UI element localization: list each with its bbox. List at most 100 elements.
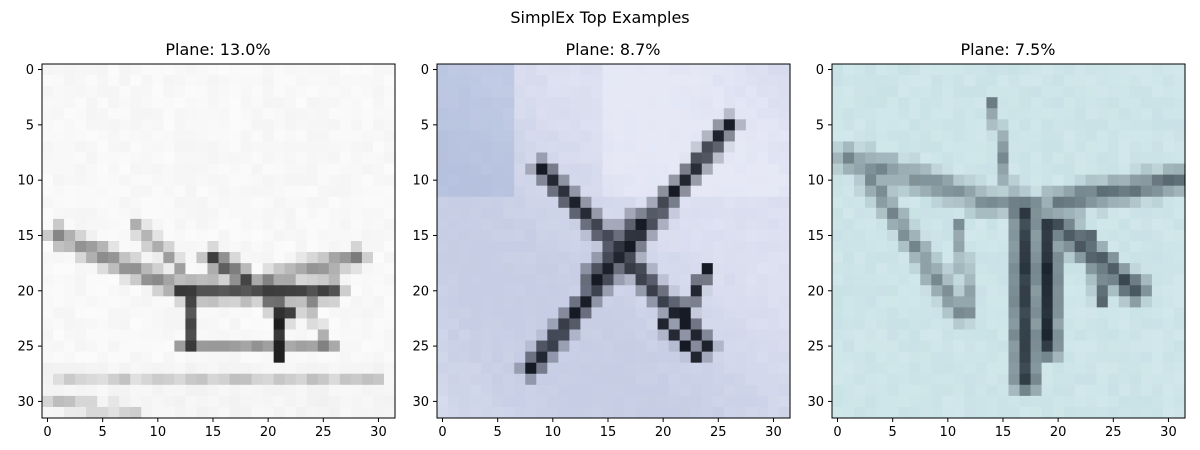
image-pixel <box>986 274 999 286</box>
image-pixel <box>624 252 637 264</box>
image-pixel <box>865 395 877 408</box>
image-pixel <box>1118 329 1131 342</box>
image-pixel <box>284 296 297 308</box>
image-pixel <box>284 373 297 386</box>
image-pixel <box>624 263 637 275</box>
image-pixel <box>997 207 1010 220</box>
image-pixel <box>898 163 910 176</box>
image-pixel <box>580 130 593 143</box>
image-pixel <box>1041 362 1054 375</box>
image-pixel <box>624 207 637 220</box>
image-pixel <box>767 229 780 242</box>
image-pixel <box>240 174 253 187</box>
image-pixel <box>734 218 747 231</box>
image-pixel <box>723 285 736 297</box>
image-pixel <box>865 263 877 275</box>
image-pixel <box>1008 263 1021 275</box>
image-pixel <box>339 141 352 154</box>
image-pixel <box>920 285 932 297</box>
image-pixel <box>558 252 570 264</box>
image-pixel <box>1008 75 1021 87</box>
image-pixel <box>481 318 493 331</box>
image-pixel <box>1107 285 1120 297</box>
image-pixel <box>536 329 548 342</box>
image-pixel <box>745 185 758 198</box>
image-pixel <box>832 373 844 386</box>
image-pixel <box>679 196 692 209</box>
image-pixel <box>690 296 703 308</box>
image-pixel <box>1074 130 1087 143</box>
image-pixel <box>295 229 308 242</box>
image-pixel <box>646 329 659 342</box>
image-pixel <box>295 141 308 154</box>
image-pixel <box>492 274 504 286</box>
image-pixel <box>767 241 780 253</box>
image-pixel <box>229 373 242 386</box>
image-pixel <box>723 340 736 353</box>
image-pixel <box>273 196 286 209</box>
image-pixel <box>437 296 449 308</box>
image-pixel <box>657 406 670 419</box>
image-pixel <box>832 108 844 120</box>
image-pixel <box>163 163 175 176</box>
image-pixel <box>1107 64 1120 76</box>
image-pixel <box>986 241 999 253</box>
image-pixel <box>624 97 637 109</box>
image-pixel <box>1085 395 1098 408</box>
image-pixel <box>602 318 615 331</box>
image-pixel <box>920 406 932 419</box>
image-pixel <box>97 130 109 143</box>
image-pixel <box>931 373 943 386</box>
image-pixel <box>218 218 231 231</box>
image-pixel <box>591 229 604 242</box>
image-pixel <box>832 119 844 131</box>
image-pixel <box>953 108 965 120</box>
image-pixel <box>931 207 943 220</box>
image-pixel <box>646 152 659 165</box>
image-pixel <box>701 362 714 375</box>
image-pixel <box>657 207 670 220</box>
image-pixel <box>492 64 504 76</box>
image-pixel <box>1063 373 1076 386</box>
image-pixel <box>1151 241 1164 253</box>
image-pixel <box>75 307 87 320</box>
image-pixel <box>75 274 87 286</box>
image-pixel <box>42 174 54 187</box>
image-pixel <box>613 64 626 76</box>
image-pixel <box>569 163 582 176</box>
image-pixel <box>97 119 109 131</box>
image-pixel <box>876 97 888 109</box>
image-pixel <box>997 362 1010 375</box>
image-pixel <box>97 241 109 253</box>
image-pixel <box>1008 141 1021 154</box>
image-pixel <box>514 174 526 187</box>
image-pixel <box>832 351 844 364</box>
image-pixel <box>372 141 385 154</box>
image-pixel <box>152 274 164 286</box>
image-pixel <box>1151 329 1164 342</box>
image-pixel <box>547 64 559 76</box>
image-pixel <box>470 351 482 364</box>
image-pixel <box>635 64 648 76</box>
image-pixel <box>602 307 615 320</box>
image-pixel <box>350 218 363 231</box>
image-pixel <box>854 384 866 397</box>
image-pixel <box>470 119 482 131</box>
image-pixel <box>909 141 921 154</box>
image-pixel <box>536 207 548 220</box>
image-pixel <box>53 163 65 176</box>
image-pixel <box>865 207 877 220</box>
image-pixel <box>712 395 725 408</box>
image-pixel <box>1030 384 1043 397</box>
image-pixel <box>240 207 253 220</box>
image-pixel <box>328 340 341 353</box>
image-pixel <box>964 64 977 76</box>
image-pixel <box>646 340 659 353</box>
image-pixel <box>832 196 844 209</box>
image-pixel <box>701 229 714 242</box>
image-pixel <box>1019 285 1032 297</box>
image-pixel <box>240 229 253 242</box>
image-pixel <box>1030 406 1043 419</box>
image-pixel <box>53 64 65 76</box>
image-pixel <box>1173 252 1186 264</box>
